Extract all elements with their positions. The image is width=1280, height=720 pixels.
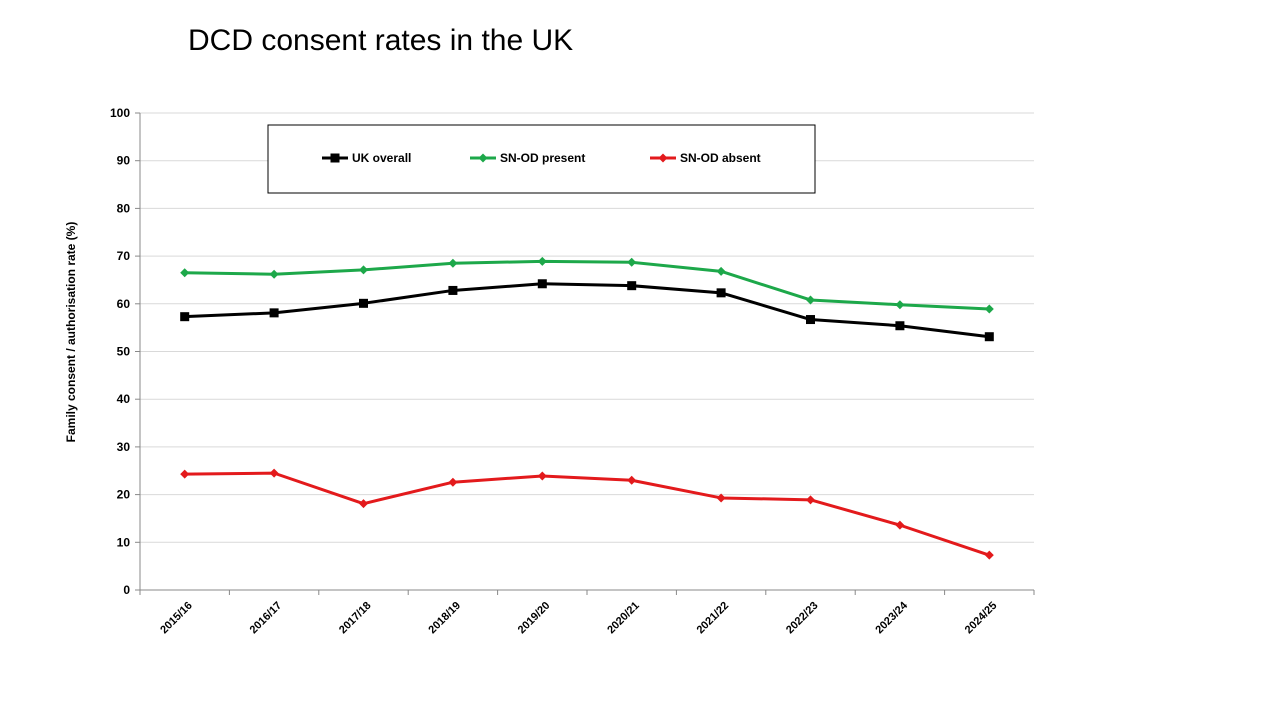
x-tick-label: 2020/21 — [605, 600, 642, 637]
axes — [135, 112, 1035, 595]
legend-entry: UK overall — [322, 151, 411, 165]
data-point — [269, 468, 279, 478]
data-point — [984, 550, 994, 560]
x-tick-label: 2016/17 — [248, 600, 285, 637]
data-point — [180, 268, 190, 278]
y-tick-label: 50 — [117, 345, 131, 359]
y-tick-labels: 0 10 20 30 40 50 60 70 80 90 100 — [110, 106, 130, 597]
y-tick-label: 40 — [117, 392, 131, 406]
x-tick-label: 2018/19 — [426, 600, 463, 637]
data-point — [895, 321, 905, 331]
legend-swatch-marker — [478, 153, 488, 163]
y-tick-label: 10 — [117, 535, 131, 549]
data-point — [448, 258, 458, 268]
y-tick-label: 0 — [123, 583, 130, 597]
legend-entry: SN-OD absent — [650, 151, 761, 165]
x-tick-label: 2019/20 — [516, 600, 553, 637]
series-line — [184, 471, 990, 557]
legend-label: SN-OD present — [500, 151, 585, 165]
legend-entry: SN-OD present — [470, 151, 585, 165]
y-axis-label: Family consent / authorisation rate (%) — [64, 222, 78, 443]
legend-items: UK overall SN-OD present SN-OD absent — [322, 151, 761, 165]
data-point — [448, 477, 458, 487]
y-tick-label: 90 — [117, 154, 131, 168]
data-point — [180, 469, 190, 479]
series-line — [184, 282, 990, 339]
legend-swatch-marker — [330, 153, 340, 163]
data-point — [895, 520, 905, 530]
y-tick-label: 80 — [117, 201, 131, 215]
y-tick-label: 70 — [117, 249, 131, 263]
x-tick-labels: 2015/16 2016/17 2017/18 2018/19 2019/20 2020/… — [158, 599, 999, 636]
data-point — [180, 312, 190, 322]
data-point — [806, 295, 815, 305]
data-point — [716, 493, 726, 503]
series-uk-overall — [180, 279, 994, 342]
legend: UK overall SN-OD present SN-OD absent — [267, 124, 816, 194]
x-tick-label: 2015/16 — [158, 600, 195, 637]
data-point — [448, 285, 458, 295]
legend-swatch-marker — [658, 153, 668, 163]
data-point — [716, 266, 726, 276]
chart-title: DCD consent rates in the UK — [188, 24, 574, 57]
legend-box — [267, 124, 816, 194]
series-sn-od-present — [180, 256, 994, 314]
data-point — [716, 288, 726, 298]
data-point — [895, 300, 905, 310]
y-tick-label: 60 — [117, 297, 131, 311]
series-line — [184, 259, 990, 311]
data-point — [269, 269, 279, 279]
legend-label: SN-OD absent — [680, 151, 761, 165]
legend-label: UK overall — [352, 151, 411, 165]
x-tick-label: 2024/25 — [963, 600, 1000, 637]
data-point — [359, 298, 368, 308]
data-point — [359, 499, 368, 509]
data-point — [806, 495, 815, 505]
data-point — [359, 265, 368, 275]
x-tick-label: 2022/23 — [784, 600, 821, 637]
data-point — [806, 315, 815, 325]
series — [180, 256, 994, 560]
y-tick-label: 30 — [117, 440, 131, 454]
data-point — [627, 257, 637, 267]
data-point — [984, 332, 994, 342]
y-tick-label: 20 — [117, 488, 131, 502]
data-point — [537, 471, 547, 481]
data-point — [984, 304, 994, 314]
data-point — [627, 475, 637, 485]
x-tick-label: 2023/24 — [873, 599, 910, 636]
data-point — [627, 281, 637, 291]
data-point — [269, 308, 279, 318]
x-tick-label: 2021/22 — [695, 600, 732, 637]
y-tick-label: 100 — [110, 106, 130, 120]
data-point — [537, 256, 547, 266]
x-tick-label: 2017/18 — [337, 600, 374, 637]
data-point — [537, 279, 547, 289]
series-sn-od-absent — [180, 468, 994, 560]
